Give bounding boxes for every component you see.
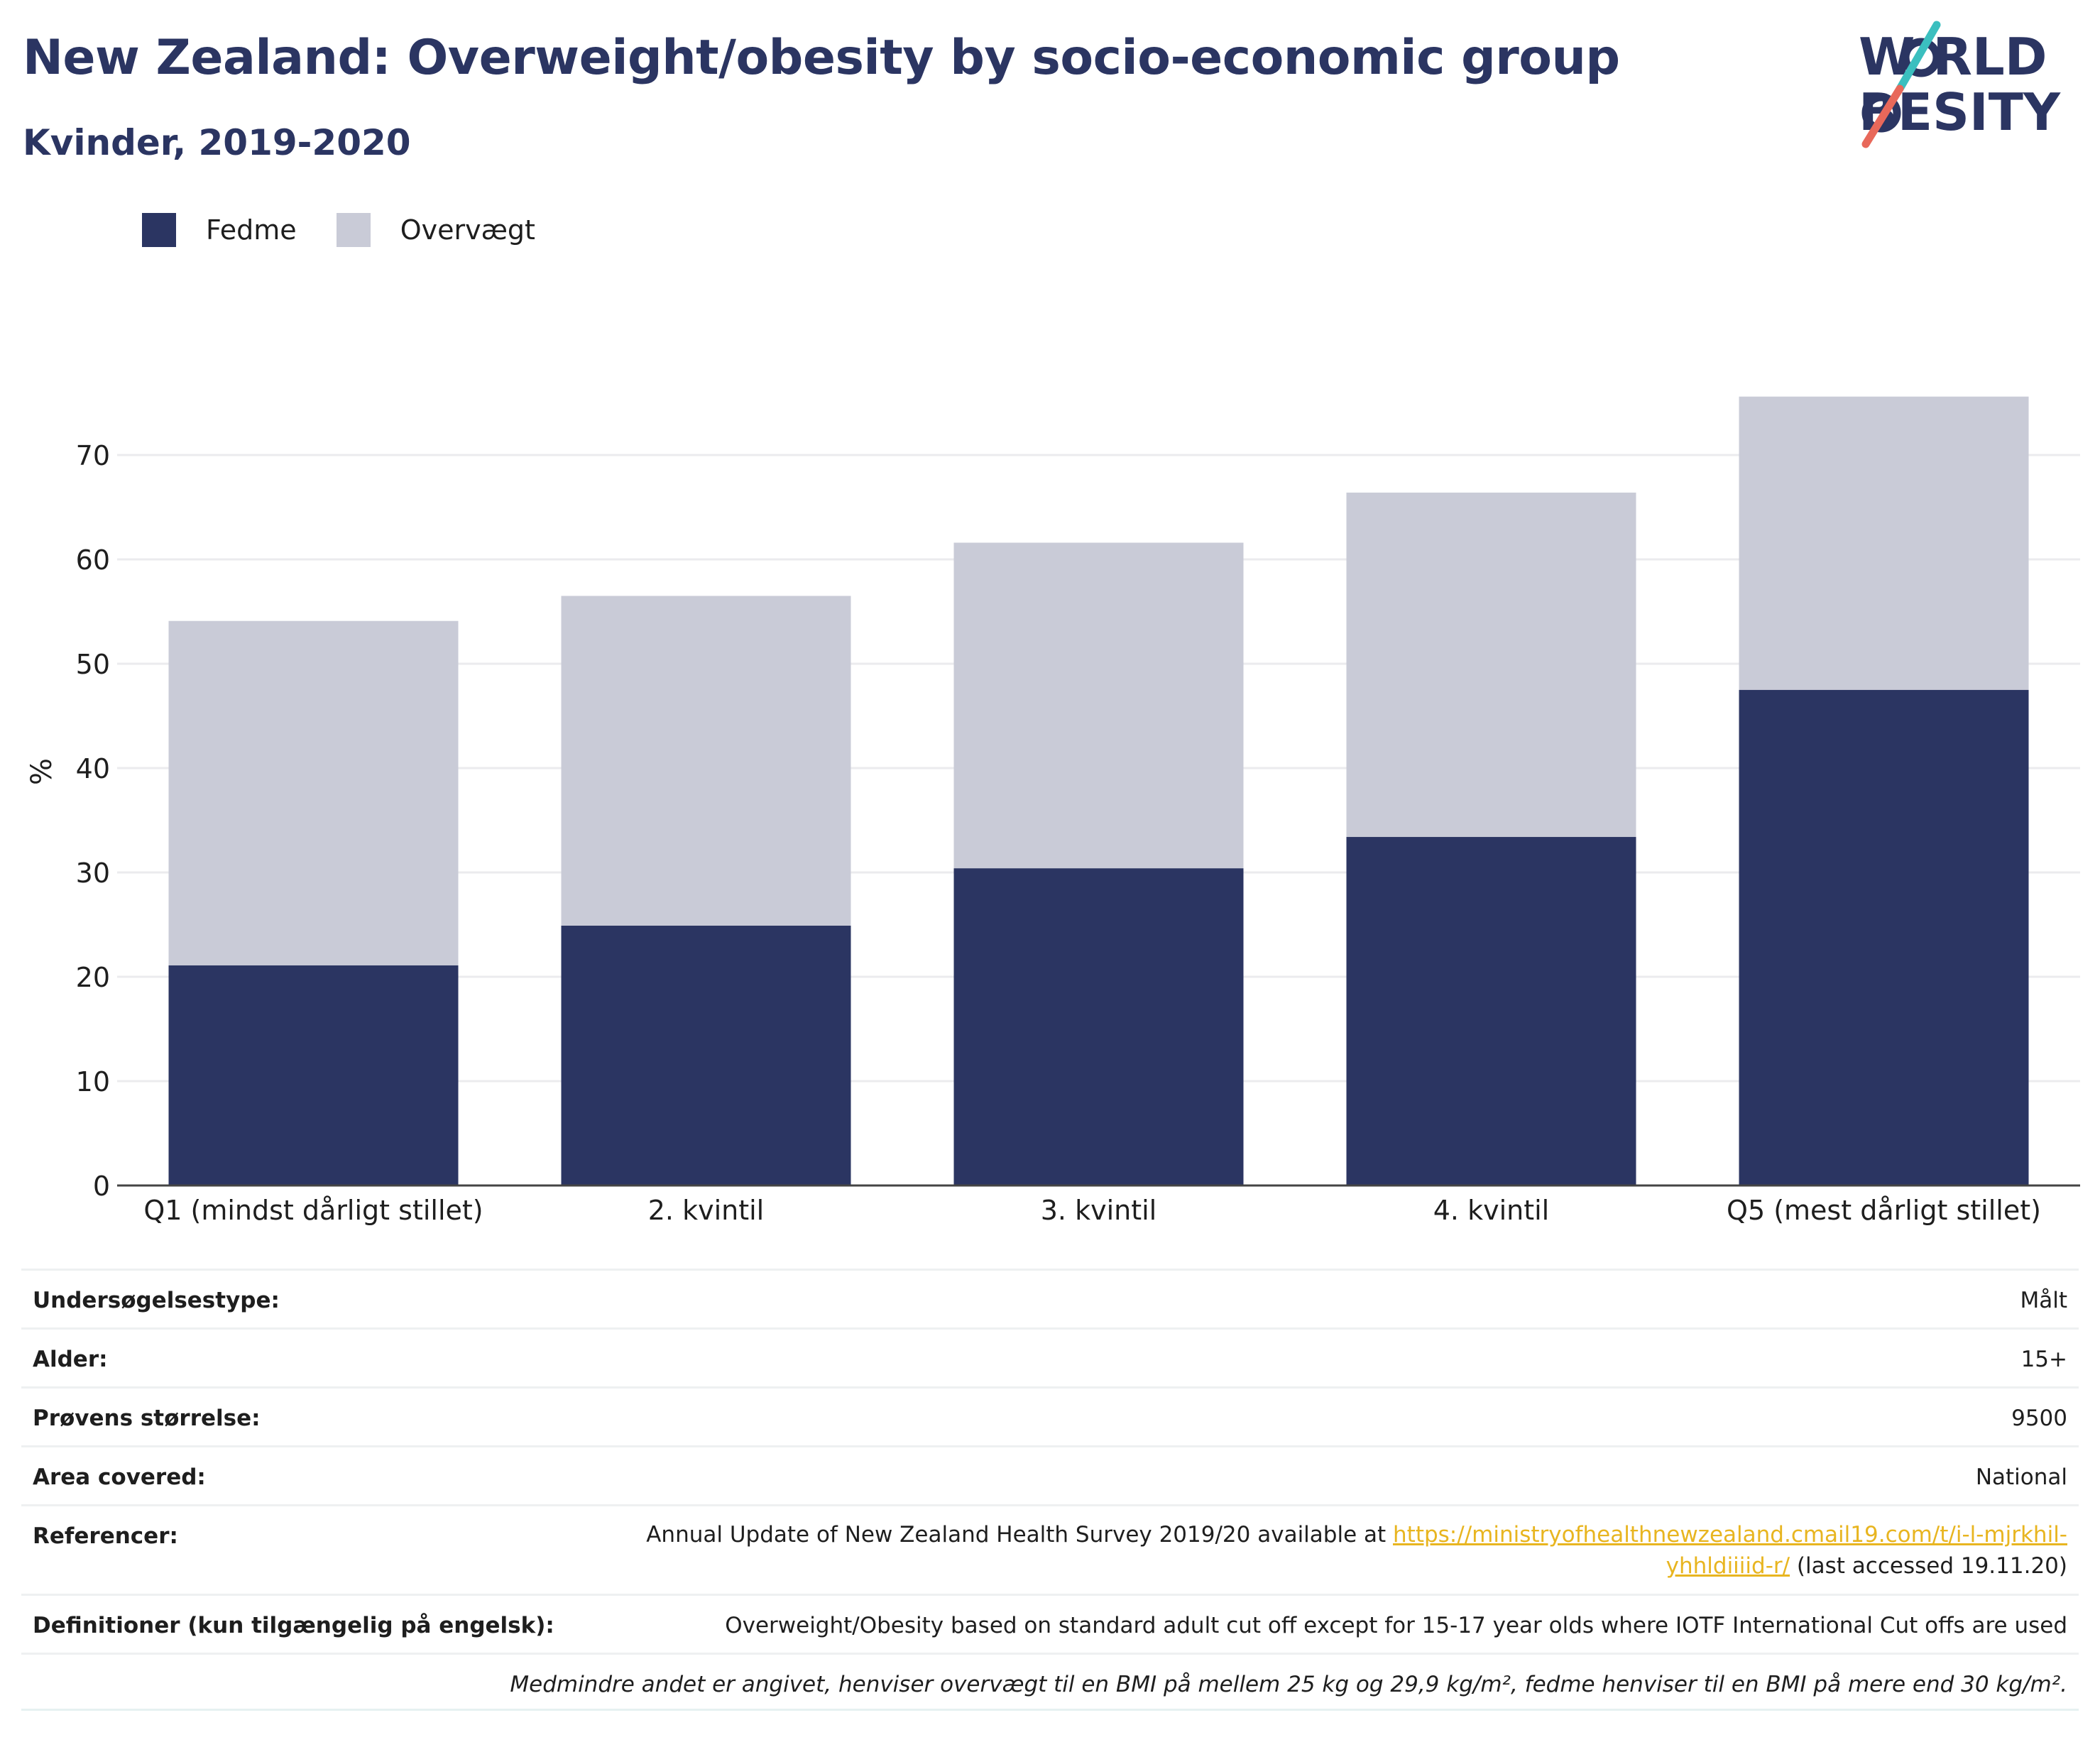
info-value: Overweight/Obesity based on standard adu…	[725, 1613, 2067, 1638]
x-tick-label: Q5 (mest dårligt stillet)	[1727, 1195, 2041, 1226]
y-tick-label: 60	[76, 544, 110, 576]
logo-o-2-icon	[1861, 93, 1901, 133]
logo-o-1-icon	[1901, 38, 1941, 77]
info-row-references: Referencer: Annual Update of New Zealand…	[21, 1504, 2079, 1594]
info-row-age: Alder: 15+	[21, 1327, 2079, 1386]
info-value: Målt	[2020, 1288, 2067, 1313]
info-label: Referencer:	[33, 1523, 178, 1549]
bar-overvaegt	[1739, 396, 2029, 690]
y-tick-label: 20	[76, 962, 110, 993]
bar-fedme	[1346, 837, 1636, 1185]
info-label: Undersøgelsestype:	[33, 1288, 280, 1313]
info-label: Area covered:	[33, 1464, 206, 1490]
y-tick-label: 50	[76, 649, 110, 680]
legend-item-fedme[interactable]: Fedme	[142, 213, 297, 247]
info-row-area-covered: Area covered: National	[21, 1445, 2079, 1504]
bar-overvaegt	[1346, 492, 1636, 838]
info-label: Alder:	[33, 1347, 108, 1372]
reference-text: Annual Update of New Zealand Health Surv…	[646, 1519, 2067, 1582]
info-label: Prøvens størrelse:	[33, 1406, 261, 1431]
reference-text-before: Annual Update of New Zealand Health Surv…	[646, 1522, 1394, 1548]
legend-swatch-fedme	[142, 213, 176, 247]
x-tick-label: 2. kvintil	[648, 1195, 765, 1226]
x-tick-label: 4. kvintil	[1433, 1195, 1550, 1226]
bar-fedme	[1739, 689, 2029, 1185]
chart-title: New Zealand: Overweight/obesity by socio…	[23, 30, 1620, 86]
reference-text-after: (last accessed 19.11.20)	[1790, 1553, 2067, 1579]
info-table: Undersøgelsestype: Målt Alder: 15+ Prøve…	[21, 1269, 2079, 1711]
info-row-footnote: Medmindre andet er angivet, henviser ove…	[21, 1653, 2079, 1711]
bar-fedme	[168, 965, 459, 1185]
y-tick-label: 10	[76, 1066, 110, 1097]
bar-fedme	[561, 925, 851, 1185]
world-obesity-logo: W RLD BESITY	[1859, 21, 2061, 148]
info-row-survey-type: Undersøgelsestype: Målt	[21, 1269, 2079, 1327]
chart-subtitle: Kvinder, 2019-2020	[23, 122, 411, 163]
logo-line-2: BESITY	[1859, 82, 2061, 142]
legend-item-overvaegt[interactable]: Overvægt	[336, 213, 535, 247]
footnote: Medmindre andet er angivet, henviser ove…	[510, 1672, 2067, 1697]
bar-overvaegt	[168, 620, 459, 965]
x-tick-label: 3. kvintil	[1041, 1195, 1157, 1226]
logo-slash-teal-icon	[1896, 21, 1941, 93]
bar-overvaegt	[561, 596, 851, 926]
chart-legend: Fedme Overvægt	[142, 210, 575, 250]
x-tick-label: Q1 (mindst dårligt stillet)	[143, 1195, 483, 1226]
info-row-definitions: Definitioner (kun tilgængelig på engelsk…	[21, 1594, 2079, 1653]
y-axis-label: %	[26, 758, 58, 785]
y-tick-label: 40	[76, 753, 110, 784]
reference-link-continued[interactable]: yhhldiiiid-r/	[1666, 1553, 1790, 1579]
logo-slash-coral-icon	[1861, 84, 1904, 148]
y-tick-label: 30	[76, 858, 110, 889]
legend-swatch-overvaegt	[336, 213, 371, 247]
info-value: 9500	[2011, 1406, 2067, 1431]
info-row-sample-size: Prøvens størrelse: 9500	[21, 1386, 2079, 1445]
y-tick-label: 0	[93, 1171, 110, 1202]
bar-chart: 0 10 20 30 40 50 60 70% Q1 (mindst dårligt still…	[26, 396, 2080, 1226]
bar-fedme	[953, 868, 1244, 1185]
bar-overvaegt	[953, 542, 1244, 869]
logo-line-1: W RLD	[1859, 27, 2047, 87]
legend-label-overvaegt: Overvægt	[400, 214, 535, 246]
reference-link[interactable]: https://ministryofhealthnewzealand.cmail…	[1393, 1522, 2067, 1548]
y-tick-label: 70	[76, 440, 110, 471]
info-value: National	[1975, 1464, 2067, 1490]
info-value: 15+	[2020, 1347, 2067, 1372]
legend-label-fedme: Fedme	[206, 214, 297, 246]
info-label: Definitioner (kun tilgængelig på engelsk…	[33, 1613, 554, 1638]
